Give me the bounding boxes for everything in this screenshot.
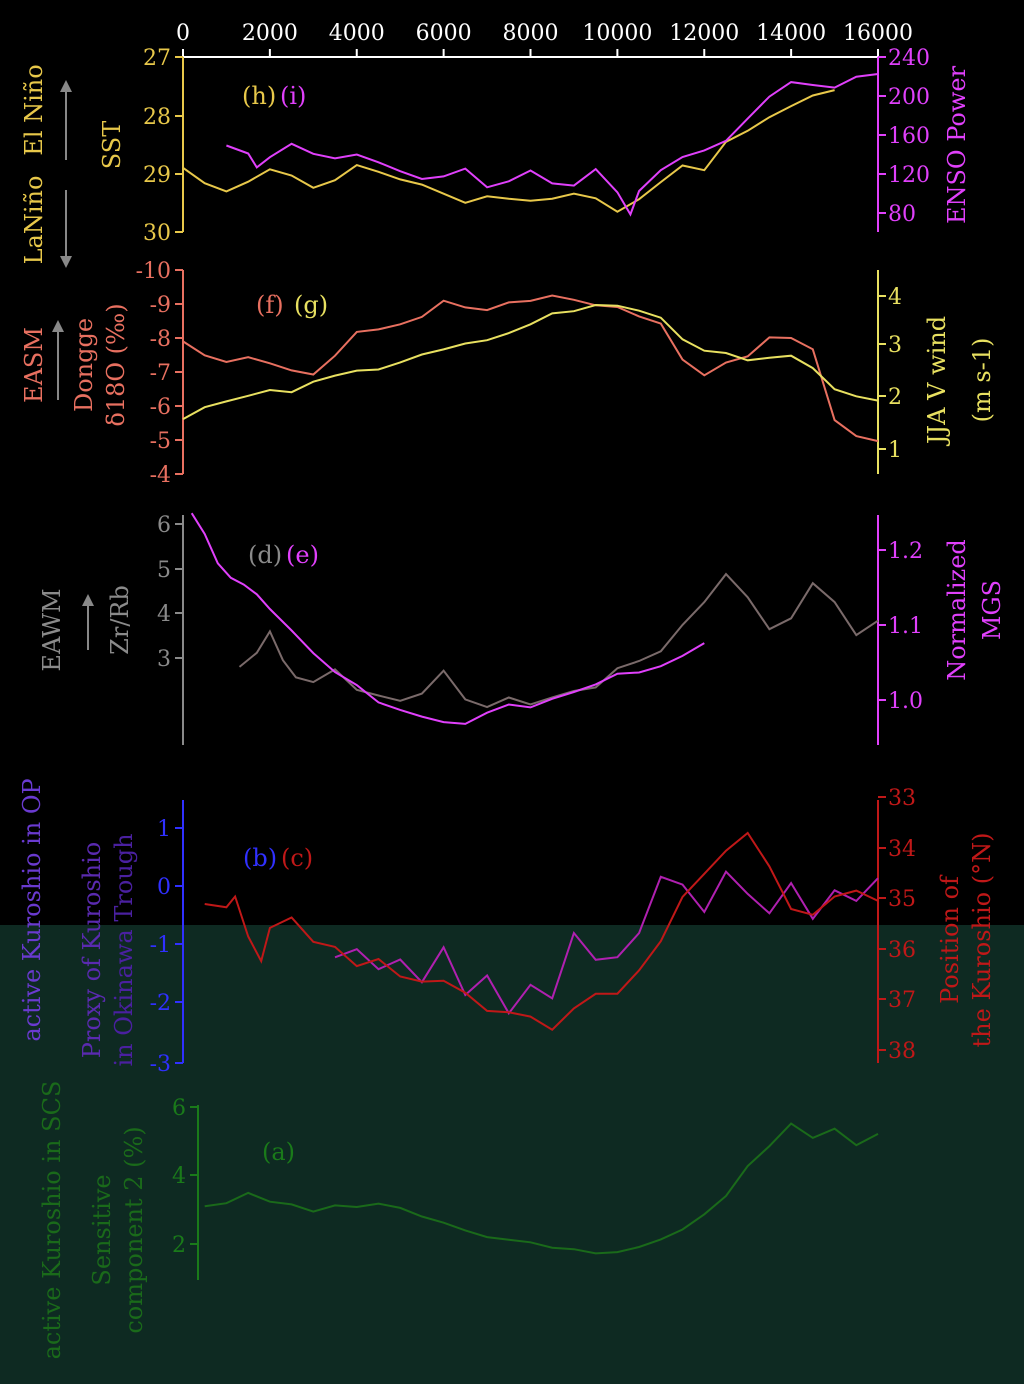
top-x-tick-label: 14000 (756, 21, 826, 46)
top-x-tick-label: 4000 (329, 21, 385, 46)
panel-bc-right-tick-label: 38 (888, 1039, 916, 1064)
panel-de-series-line-2 (190, 512, 705, 725)
panel-a-series-line-1 (204, 1122, 879, 1255)
panel-bc-right-tick-label: 33 (888, 786, 916, 811)
dongge-label: Dongge (70, 318, 98, 412)
panel-de-left-tick-label: 5 (157, 558, 171, 583)
panel-a-left-tick-label: 4 (172, 1164, 186, 1189)
panel-hi-left-tick-label: 28 (143, 105, 171, 130)
enso-axis-title: ENSO Power (943, 65, 971, 224)
panel-fg-right-tick-label: 2 (888, 385, 902, 410)
panel-fg-left-tick-label: -6 (150, 395, 171, 420)
green-overlay-band (0, 925, 1024, 1384)
dark-overlay-band-2 (0, 657, 1024, 925)
panel-bc-panel-label: (c) (281, 844, 313, 872)
jja-wind-axis-title: JJA V wind (923, 316, 951, 447)
panel-de-right-tick-label: 1.2 (888, 539, 923, 564)
kuroshio-position-title-2: the Kuroshio (°N) (968, 833, 996, 1048)
panel-de-left-tick-label: 4 (157, 602, 171, 627)
panel-bc-left-tick-label: -1 (150, 933, 171, 958)
kuroshio-position-title-1: Position of (936, 874, 964, 1004)
okinawa-axis-title-2: in Okinawa Trough (110, 833, 138, 1066)
panel-hi-panel-label: (i) (280, 82, 306, 110)
zr-rb-axis-title: Zr/Rb (106, 585, 134, 655)
la-nino-label: LaNiño (20, 176, 48, 265)
d18o-axis-title: δ18O (‰) (102, 303, 130, 426)
panel-de-panel-label: (e) (286, 541, 319, 569)
panel-bc-left-tick-label: -2 (150, 991, 171, 1016)
panel-fg-right-tick-label: 4 (888, 285, 902, 310)
panel-fg-left-tick-label: -10 (136, 259, 171, 284)
panel-a-panel-label: (a) (262, 1138, 295, 1166)
panel-fg-series-line-2 (182, 303, 879, 420)
up-arrow-icon (52, 320, 64, 332)
top-x-tick-label: 12000 (669, 21, 739, 46)
panel-hi-left-tick-label: 27 (143, 46, 171, 71)
el-nino-label: El Niño (20, 64, 48, 155)
top-x-tick-label: 16000 (843, 21, 913, 46)
top-x-tick-label: 6000 (416, 21, 472, 46)
panel-bc-right-tick-label: 34 (888, 837, 916, 862)
panel-bc-panel-label: (b) (243, 844, 277, 872)
active-kuroshio-op-label: active Kuroshio in OP (18, 778, 46, 1041)
top-x-tick-label: 0 (176, 21, 190, 46)
panel-hi-right-tick-label: 240 (888, 46, 930, 71)
up-arrow-icon (60, 80, 72, 92)
panel-bc-right-tick-label: 37 (888, 988, 916, 1013)
panel-hi-right-tick-label: 120 (888, 163, 930, 188)
panel-bc-left-tick-label: -3 (150, 1052, 171, 1077)
top-x-tick-label: 2000 (242, 21, 298, 46)
panel-fg-left-tick-label: -7 (150, 361, 171, 386)
panel-hi-right-tick-label: 80 (888, 202, 916, 227)
panel-de-panel-label: (d) (248, 541, 282, 569)
panel-de-right-tick-label: 1.1 (888, 614, 923, 639)
panel-hi-left-tick-label: 29 (143, 163, 171, 188)
top-x-tick-label: 8000 (503, 21, 559, 46)
up-arrow-icon (82, 594, 94, 606)
panel-de-right-tick-label: 1.0 (888, 689, 923, 714)
mgs-axis-title-2: MGS (978, 580, 1006, 640)
panel-fg-right-tick-label: 3 (888, 333, 902, 358)
okinawa-axis-title-1: Proxy of Kuroshio (78, 842, 106, 1058)
sst-axis-title: SST (98, 121, 126, 169)
panel-bc-left-tick-label: 0 (157, 875, 171, 900)
panel-de-series-line-1 (238, 572, 879, 709)
panel-hi-right-tick-label: 160 (888, 124, 930, 149)
panel-fg-left-tick-label: -4 (150, 463, 171, 488)
panel-fg-left-tick-label: -9 (150, 293, 171, 318)
mgs-axis-title-1: Normalized (943, 539, 971, 681)
panel-fg-series-line-1 (182, 294, 879, 443)
panel-hi-left-tick-label: 30 (143, 221, 171, 246)
panel-de-left-tick-label: 3 (157, 647, 171, 672)
panel-fg-right-tick-label: 1 (888, 438, 902, 463)
panel-bc-right-tick-label: 36 (888, 938, 916, 963)
active-kuroshio-scs-label: active Kuroshio in SCS (38, 1081, 66, 1360)
panel-fg-left-tick-label: -5 (150, 429, 171, 454)
panel-bc-series-line-2 (204, 831, 879, 1031)
panel-fg-panel-label: (f) (256, 291, 284, 319)
panel-a-left-tick-label: 2 (172, 1233, 186, 1258)
eawm-label: EAWM (38, 588, 66, 671)
panel-hi-series-line-2 (226, 73, 879, 217)
easm-label: EASM (20, 327, 48, 403)
panel-bc-right-tick-label: 35 (888, 887, 916, 912)
panel-a-left-tick-label: 6 (172, 1096, 186, 1121)
sensitive-axis-title-2: component 2 (%) (120, 1126, 148, 1333)
panel-fg-left-tick-label: -8 (150, 327, 171, 352)
panel-hi-right-tick-label: 200 (888, 85, 930, 110)
panel-fg-panel-label: (g) (294, 291, 328, 319)
panel-bc-left-tick-label: 1 (157, 817, 171, 842)
down-arrow-icon (60, 256, 72, 268)
panel-bc-series-line-1 (334, 870, 879, 1016)
jja-wind-units: (m s-1) (968, 338, 996, 423)
sensitive-axis-title-1: Sensitive (88, 1174, 116, 1285)
panel-de-left-tick-label: 6 (157, 513, 171, 538)
top-x-tick-label: 10000 (582, 21, 652, 46)
panel-hi-panel-label: (h) (242, 82, 276, 110)
